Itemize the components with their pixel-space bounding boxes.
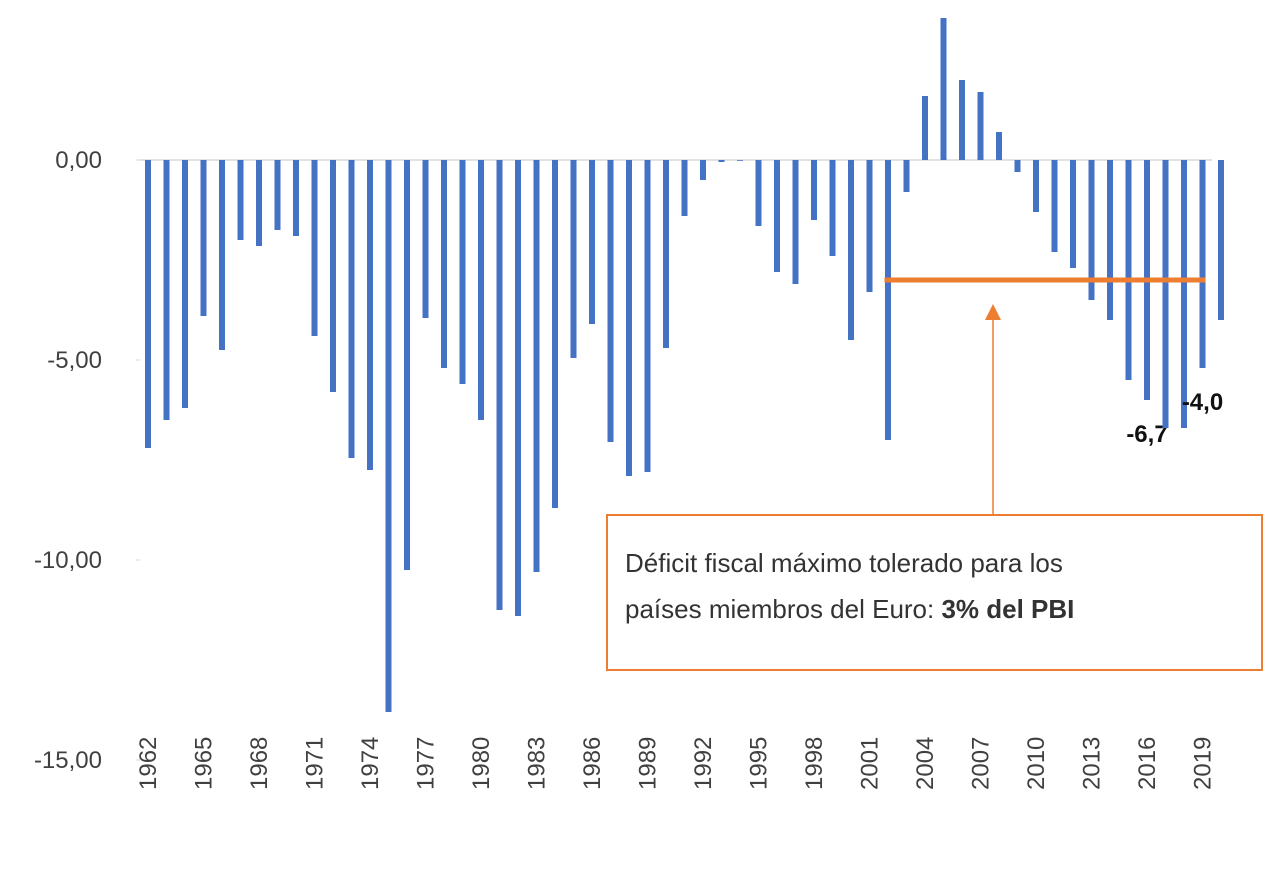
bar xyxy=(422,160,429,318)
bar xyxy=(459,160,466,384)
annotation-bold: 3% del PBI xyxy=(941,594,1074,624)
bar xyxy=(829,160,836,256)
bar xyxy=(1125,160,1132,380)
x-tick-label: 1977 xyxy=(413,737,440,790)
bar xyxy=(515,160,521,616)
x-tick-label: 1962 xyxy=(135,737,162,790)
bar xyxy=(848,160,854,340)
x-tick-label: 1998 xyxy=(801,737,828,790)
y-tick-label: -15,00 xyxy=(34,747,102,774)
bar xyxy=(145,160,151,448)
x-tick-label: 1986 xyxy=(579,737,606,790)
bar xyxy=(293,160,299,236)
y-tick-label: -10,00 xyxy=(34,547,102,574)
bar xyxy=(1088,160,1095,300)
bar xyxy=(404,160,410,570)
x-tick-label: 2019 xyxy=(1190,737,1217,790)
bar xyxy=(367,160,373,470)
bar xyxy=(1162,160,1169,428)
bar xyxy=(348,160,355,458)
bar xyxy=(700,160,706,180)
bar xyxy=(607,160,614,442)
bar xyxy=(774,160,780,272)
x-tick-label: 1983 xyxy=(524,737,551,790)
x-tick-label: 2016 xyxy=(1134,737,1161,790)
bar xyxy=(533,160,540,572)
annotation-text: países miembros del Euro: xyxy=(625,594,941,624)
bar xyxy=(681,160,688,216)
x-tick-label: 1971 xyxy=(302,737,329,790)
bar xyxy=(1070,160,1076,268)
bar xyxy=(977,92,984,160)
x-tick-label: 1980 xyxy=(468,737,495,790)
bar xyxy=(1218,160,1224,320)
bar xyxy=(866,160,873,292)
bar xyxy=(1181,160,1187,428)
bar xyxy=(256,160,262,246)
bar xyxy=(219,160,225,350)
x-tick-label: 1965 xyxy=(191,737,218,790)
bar xyxy=(940,18,947,160)
bar xyxy=(311,160,318,336)
bar xyxy=(903,160,910,192)
x-tick-label: 2010 xyxy=(1023,737,1050,790)
bar xyxy=(811,160,817,220)
bar xyxy=(570,160,577,358)
bar xyxy=(385,160,392,712)
bar xyxy=(441,160,447,368)
x-tick-label: 2001 xyxy=(857,737,884,790)
bar xyxy=(496,160,503,610)
y-tick-label: -5,00 xyxy=(47,347,102,374)
bar xyxy=(755,160,762,226)
x-tick-label: 1989 xyxy=(635,737,662,790)
bar xyxy=(182,160,188,408)
bar xyxy=(644,160,651,472)
arrow-head xyxy=(985,304,1001,320)
bar xyxy=(237,160,244,240)
bar xyxy=(959,80,965,160)
bar xyxy=(163,160,170,420)
bar xyxy=(996,132,1002,160)
bar xyxy=(1107,160,1113,320)
data-label: -4,0 xyxy=(1182,389,1223,416)
bar xyxy=(552,160,558,508)
x-tick-label: 1995 xyxy=(746,737,773,790)
x-tick-label: 2007 xyxy=(968,737,995,790)
bar xyxy=(1051,160,1058,252)
bar xyxy=(589,160,595,324)
bar xyxy=(737,160,743,161)
bar xyxy=(1199,160,1206,368)
bar xyxy=(1014,160,1021,172)
bar xyxy=(478,160,484,420)
annotation-text: Déficit fiscal máximo tolerado para los xyxy=(625,548,1063,578)
bar xyxy=(200,160,207,316)
bar xyxy=(274,160,281,230)
bar xyxy=(792,160,799,284)
bar xyxy=(885,160,891,440)
x-tick-label: 1992 xyxy=(690,737,717,790)
x-tick-label: 2004 xyxy=(912,737,939,790)
x-tick-label: 2013 xyxy=(1079,737,1106,790)
data-label: -6,7 xyxy=(1126,421,1167,448)
x-tick-label: 1974 xyxy=(357,737,384,790)
annotation-text: países miembros del Euro: 3% del PBI xyxy=(625,594,1074,624)
bar xyxy=(626,160,632,476)
annotation-box xyxy=(606,514,1263,671)
x-tick-label: 1968 xyxy=(246,737,273,790)
bar xyxy=(922,96,928,160)
bar xyxy=(1033,160,1039,212)
bar xyxy=(718,160,725,162)
bar xyxy=(330,160,336,392)
y-tick-label: 0,00 xyxy=(55,147,102,174)
bar xyxy=(663,160,669,348)
